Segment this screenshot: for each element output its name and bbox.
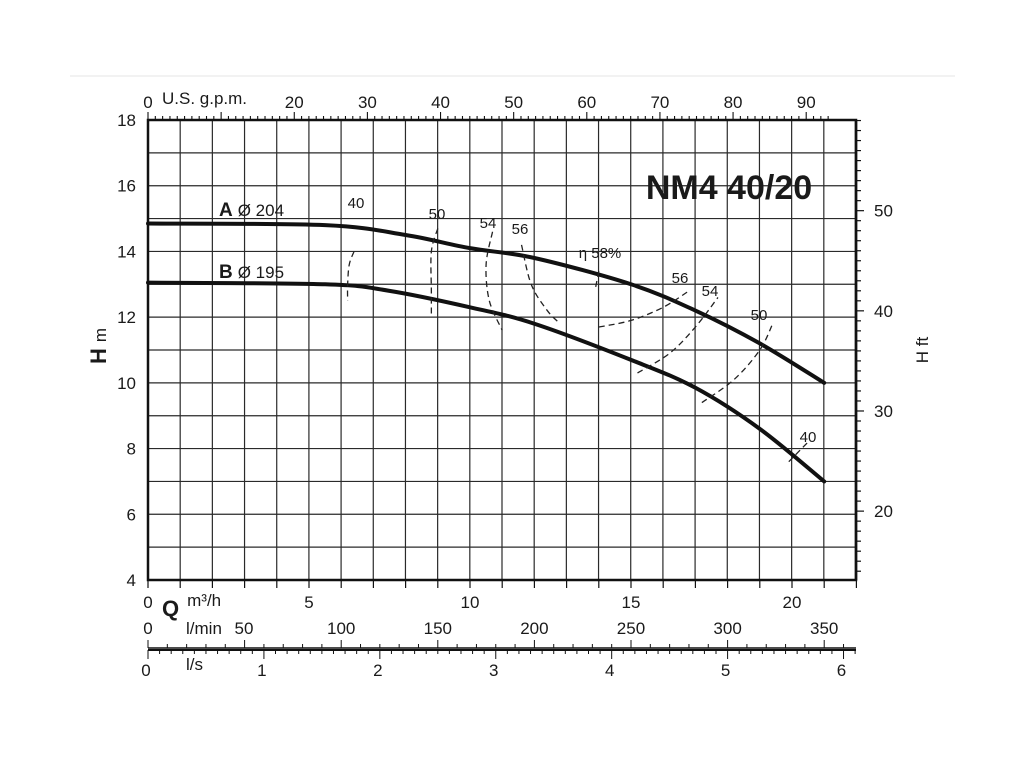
lmin-tick-label: 100 xyxy=(327,619,355,638)
right-axis-title: H ft xyxy=(913,337,932,364)
y-axis-symbol: H xyxy=(86,348,111,364)
top-tick-label: 90 xyxy=(797,93,816,112)
efficiency-label: 40 xyxy=(800,429,817,446)
y-tick-label: 4 xyxy=(127,571,136,590)
y-tick-label: 12 xyxy=(117,308,136,327)
y-tick-label: 6 xyxy=(127,505,136,524)
curve-label-a: A Ø 204 xyxy=(219,200,284,221)
top-tick-label: 20 xyxy=(285,93,304,112)
lmin-tick-label: 250 xyxy=(617,619,645,638)
x-axis-unit: m³/h xyxy=(187,591,221,610)
lmin-axis-title: l/min xyxy=(186,619,222,638)
head-curves xyxy=(146,221,827,484)
efficiency-curve xyxy=(430,228,439,318)
ls-axis-title: l/s xyxy=(186,655,203,674)
ls-tick-label: 5 xyxy=(721,661,730,680)
efficiency-label: 54 xyxy=(480,215,497,232)
top-tick-label: 50 xyxy=(504,93,523,112)
right-tick-label: 40 xyxy=(874,302,893,321)
efficiency-label: 56 xyxy=(672,270,689,287)
right-tick-label: 50 xyxy=(874,202,893,221)
efficiency-curve xyxy=(788,441,809,463)
chart-title: NM4 40/20 xyxy=(646,169,812,207)
x-axis-symbol: Q xyxy=(162,596,179,621)
labels: A Ø 204 B Ø 195 40 50 54 56 η 58% 56 54 50 40 NM4 40/… xyxy=(219,169,816,446)
y-axis-title: Hm xyxy=(86,328,111,364)
curve-label-b: B Ø 195 xyxy=(219,262,284,283)
x-tick-label: 5 xyxy=(304,593,313,612)
y-axis-label: Hm xyxy=(86,328,111,364)
y-tick-label: 8 xyxy=(127,440,136,459)
right-tick-label: 20 xyxy=(874,502,893,521)
y-tick-label: 10 xyxy=(117,374,136,393)
efficiency-label: 50 xyxy=(751,307,768,324)
efficiency-curve xyxy=(346,251,355,301)
curve-letter: A xyxy=(219,200,233,221)
efficiency-curve xyxy=(701,323,774,404)
top-tick-label: 70 xyxy=(650,93,669,112)
efficiency-curve xyxy=(520,244,561,325)
y-tick-label: 18 xyxy=(117,111,136,130)
efficiency-curve xyxy=(485,231,503,331)
efficiency-label: η 58% xyxy=(579,245,622,262)
lmin-tick-label: 300 xyxy=(713,619,741,638)
curve-diameter: Ø 204 xyxy=(238,201,284,220)
top-tick-label: 60 xyxy=(577,93,596,112)
x-tick-label: 0 xyxy=(143,593,152,612)
lmin-tick-label: 200 xyxy=(520,619,548,638)
efficiency-label: 54 xyxy=(702,283,719,300)
x-tick-label: 10 xyxy=(461,593,480,612)
y-tick-label: 16 xyxy=(117,177,136,196)
top-tick-label: 40 xyxy=(431,93,450,112)
efficiency-label: 50 xyxy=(429,206,446,223)
top-tick-label: 0 xyxy=(143,93,152,112)
top-axis-title: U.S. g.p.m. xyxy=(162,89,247,108)
x-tick-label: 20 xyxy=(783,593,802,612)
efficiency-curve xyxy=(637,297,719,374)
curve-diameter: Ø 195 xyxy=(238,263,284,282)
lmin-tick-label: 0 xyxy=(143,619,152,638)
y-axis-unit: m xyxy=(91,328,110,342)
top-tick-label: 30 xyxy=(358,93,377,112)
right-tick-label: 30 xyxy=(874,402,893,421)
lmin-tick-label: 350 xyxy=(810,619,838,638)
ls-tick-label: 1 xyxy=(257,661,266,680)
efficiency-curve xyxy=(598,290,690,328)
y-tick-label: 14 xyxy=(117,242,136,261)
curve-letter: B xyxy=(219,262,233,283)
ls-tick-label: 0 xyxy=(141,661,150,680)
ls-tick-label: 2 xyxy=(373,661,382,680)
efficiency-curves xyxy=(346,228,809,463)
efficiency-label: 56 xyxy=(512,221,529,238)
ls-tick-label: 3 xyxy=(489,661,498,680)
efficiency-label: 40 xyxy=(348,195,365,212)
top-tick-label: 80 xyxy=(724,93,743,112)
lmin-tick-label: 50 xyxy=(235,619,254,638)
x-tick-label: 15 xyxy=(622,593,641,612)
lmin-tick-label: 150 xyxy=(424,619,452,638)
grid xyxy=(148,120,856,580)
efficiency-curve xyxy=(594,271,600,288)
ls-tick-label: 6 xyxy=(837,661,846,680)
ls-tick-label: 4 xyxy=(605,661,614,680)
curve-b xyxy=(146,280,827,484)
curve-a xyxy=(146,221,827,385)
